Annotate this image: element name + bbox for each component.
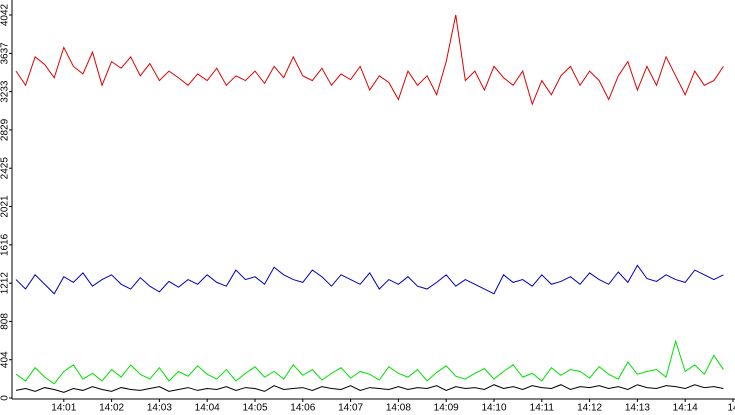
series-line	[15, 14, 724, 106]
y-tick-label: 2829	[0, 118, 11, 141]
y-tick-label: 1616	[0, 233, 11, 256]
x-tick-label: 14:12	[577, 403, 602, 414]
x-tick-label: 14:02	[99, 403, 124, 414]
y-tick-label: 1212	[0, 272, 11, 295]
x-tick-label: 14:07	[338, 403, 363, 414]
x-tick-label: 14:04	[195, 403, 220, 414]
y-tick-label: 404	[0, 351, 11, 368]
x-tick-label: 14:05	[242, 403, 267, 414]
y-tick-label: 808	[0, 313, 11, 330]
x-tick-label: 14:09	[434, 403, 459, 414]
series-line	[15, 384, 724, 393]
x-tick-label: 14:06	[290, 403, 315, 414]
x-tick-label: 14:13	[625, 403, 650, 414]
x-tick-label: 14:01	[51, 403, 76, 414]
y-tick-label: 4042	[0, 3, 11, 26]
series-line	[15, 264, 724, 295]
x-tick-label: 14:10	[481, 403, 506, 414]
y-tick-label: 0	[0, 395, 11, 401]
x-tick-label: 14:11	[530, 403, 555, 414]
y-tick-label: 3637	[0, 42, 11, 65]
x-tick-label: 14:08	[386, 403, 411, 414]
y-tick-label: 2021	[0, 195, 11, 218]
y-tick-label: 2425	[0, 157, 11, 180]
series-line	[15, 339, 724, 385]
x-tick-label: 14:14	[673, 403, 698, 414]
x-tick-label: 14	[727, 403, 735, 414]
y-tick-label: 3233	[0, 80, 11, 103]
x-tick-label: 14:03	[147, 403, 172, 414]
